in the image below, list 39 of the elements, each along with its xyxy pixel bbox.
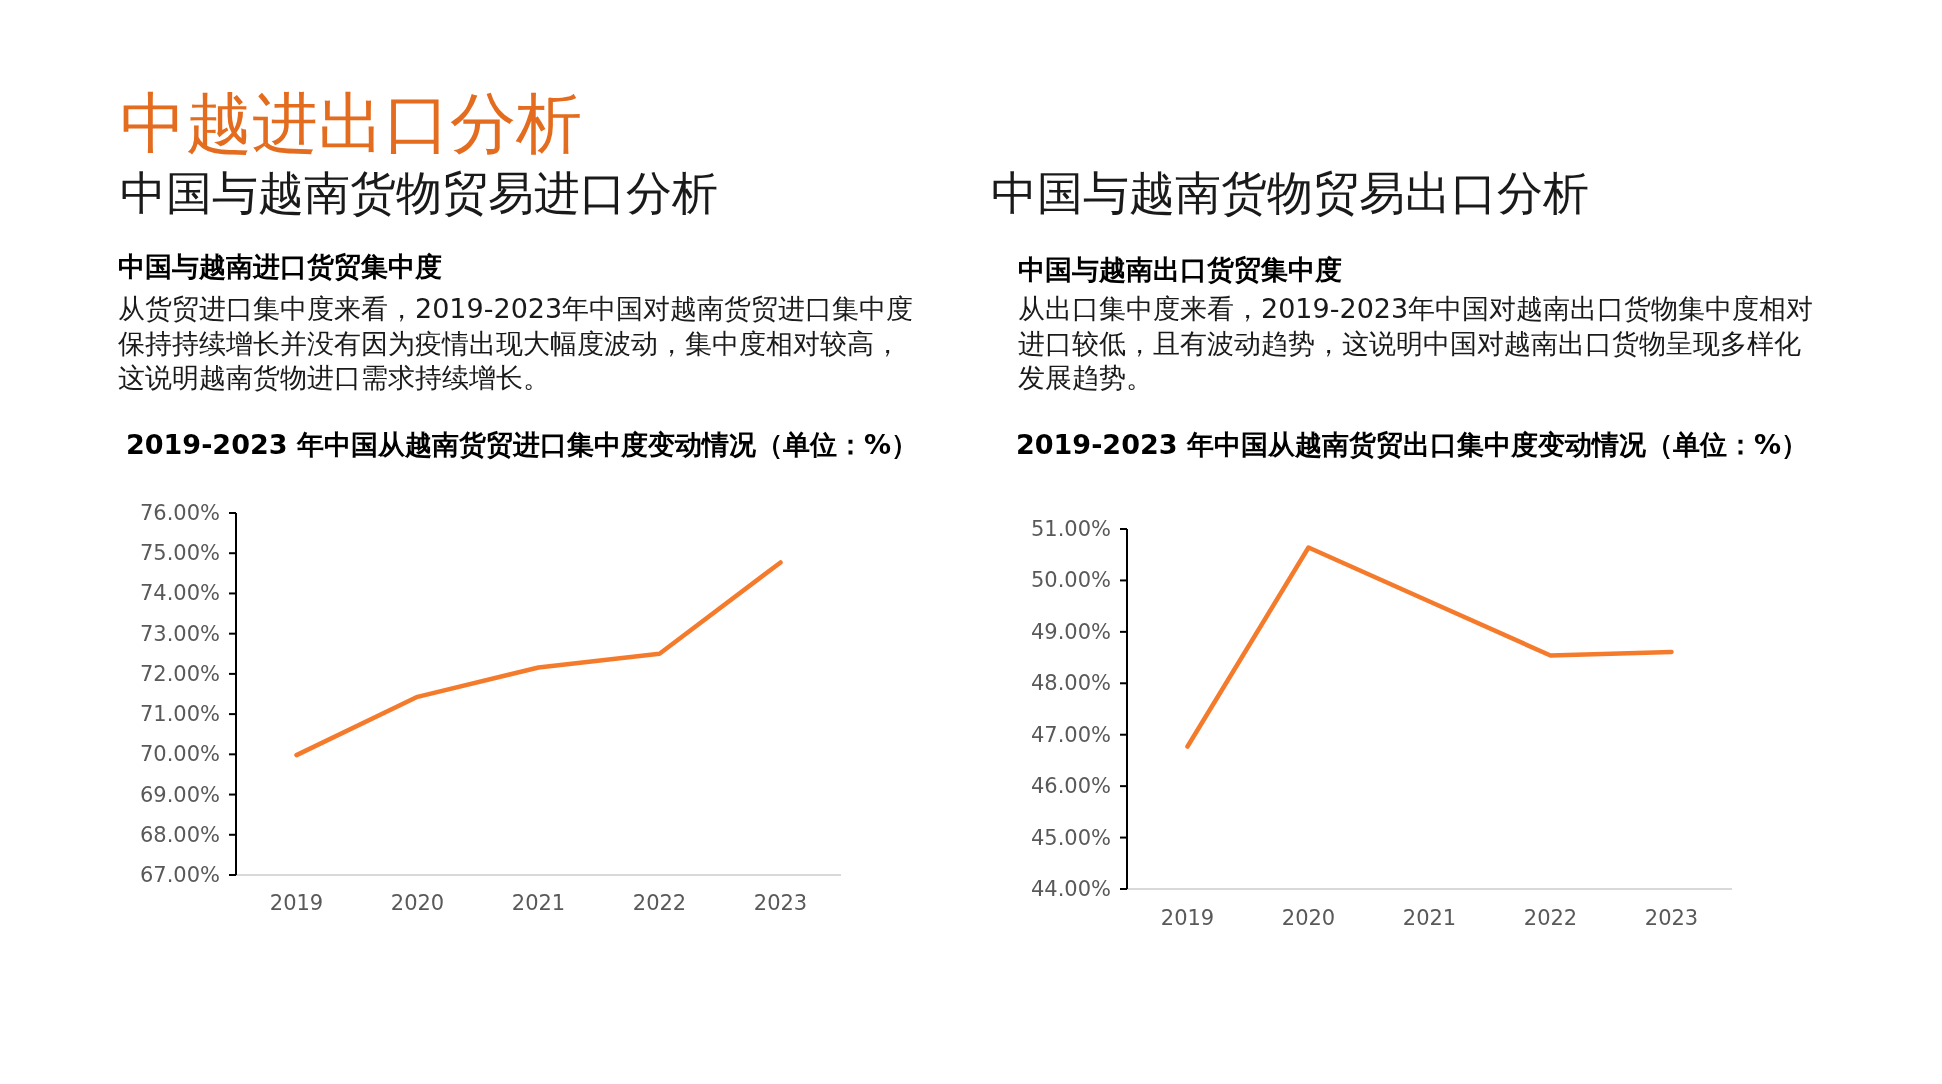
text: 从出口集中度来看，2019-2023年中国对越南出口货物集中度相对进口较低，且有波动趋势，这说明中国对越南出口货物呈现多样化发展趋势。: [1018, 292, 1815, 395]
y-tick-label: 45.00%: [1030, 825, 1111, 850]
text: 中越进出口分析: [120, 84, 582, 162]
y-tick-label: 75.00%: [139, 541, 220, 566]
text: 中国与越南进口货贸集中度: [118, 251, 442, 283]
x-tick-label: 2022: [1523, 906, 1578, 930]
x-tick-label: 2019: [1160, 906, 1215, 930]
text: 中国与越南出口货贸集中度: [1018, 254, 1342, 286]
text: 从货贸进口集中度来看，2019-2023年中国对越南货贸进口集中度保持持续增长并没有因为疫情出现大幅度波动，集中度相对较高，这说明越南货物进口需求持续增长。: [118, 292, 915, 395]
y-tick-label: 69.00%: [139, 782, 220, 807]
x-tick-label: 2020: [1281, 906, 1336, 930]
y-tick-label: 46.00%: [1030, 774, 1111, 799]
x-tick-label: 2022: [632, 891, 687, 915]
y-tick-label: 49.00%: [1030, 619, 1111, 644]
x-tick-label: 2023: [753, 891, 808, 915]
line-series: [1185, 545, 1674, 749]
x-tick-label: 2023: [1644, 906, 1699, 930]
y-tick-label: 67.00%: [139, 863, 220, 887]
chart-title: 2019-2023 年中国从越南货贸出口集中度变动情况（单位：%）: [1016, 429, 1808, 461]
y-tick-label: 71.00%: [139, 702, 220, 727]
y-tick-label: 47.00%: [1030, 722, 1111, 747]
y-tick-label: 70.00%: [139, 742, 220, 767]
text: 中国与越南货物贸易出口分析: [991, 165, 1589, 220]
x-tick-label: 2021: [1402, 906, 1457, 930]
y-tick-label: 68.00%: [139, 822, 220, 847]
text: 中国与越南货物贸易进口分析: [120, 165, 718, 220]
line-series: [294, 560, 783, 758]
y-tick-label: 72.00%: [139, 661, 220, 686]
y-tick-label: 74.00%: [139, 581, 220, 606]
x-tick-label: 2019: [269, 891, 324, 915]
y-tick-label: 48.00%: [1030, 671, 1111, 696]
x-tick-label: 2021: [511, 891, 566, 915]
y-tick-label: 50.00%: [1030, 568, 1111, 593]
y-tick-label: 73.00%: [139, 621, 220, 646]
y-tick-label: 44.00%: [1030, 877, 1111, 901]
y-tick-label: 51.00%: [1030, 517, 1111, 541]
chart-title: 2019-2023 年中国从越南货贸进口集中度变动情况（单位：%）: [126, 429, 918, 461]
x-tick-label: 2020: [390, 891, 445, 915]
y-tick-label: 76.00%: [139, 501, 220, 525]
